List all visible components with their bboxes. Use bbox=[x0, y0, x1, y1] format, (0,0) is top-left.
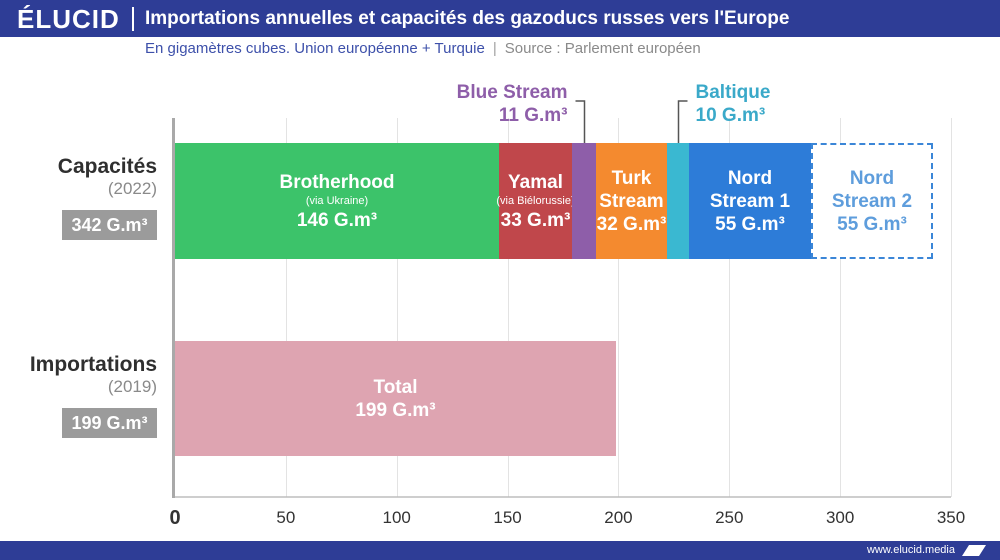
x-tick-label: 100 bbox=[382, 508, 411, 527]
segment-name: Brotherhood bbox=[279, 171, 395, 193]
x-tick-label: 300 bbox=[825, 508, 855, 527]
x-tick-label: 50 bbox=[276, 508, 296, 527]
bar-segment-label: Nord Stream 2 55 G.m³ bbox=[811, 143, 933, 259]
callout-label: Blue Stream 11 G.m³ bbox=[457, 81, 568, 127]
bar-segment bbox=[811, 143, 933, 259]
x-tick-label: 150 bbox=[493, 508, 522, 527]
segment-value: 32 G.m³ bbox=[596, 213, 667, 235]
segment-value: 55 G.m³ bbox=[715, 213, 785, 235]
segment-value: 55 G.m³ bbox=[837, 213, 907, 235]
row-category-label: Importations bbox=[29, 353, 157, 376]
segment-name: Nord Stream 1 bbox=[709, 167, 791, 212]
x-tick-label: 250 bbox=[715, 508, 744, 527]
bar-segment bbox=[175, 143, 499, 259]
segment-note: (via Biélorussie) bbox=[496, 194, 575, 207]
footer-bar: www.elucid.media bbox=[0, 541, 1000, 560]
bar-segment bbox=[596, 143, 667, 259]
row-period-label: (2019) bbox=[107, 377, 157, 396]
bar-segment-label: Nord Stream 1 55 G.m³ bbox=[689, 143, 811, 259]
segment-name: Baltique bbox=[695, 82, 771, 103]
segment-value: 199 G.m³ bbox=[355, 399, 436, 421]
segment-value: 11 G.m³ bbox=[498, 105, 568, 126]
x-tick-label: 0 bbox=[169, 507, 181, 529]
brand-mark-icon bbox=[962, 545, 986, 556]
row-period-label: (2022) bbox=[107, 179, 157, 198]
callout-label: Baltique 10 G.m³ bbox=[696, 81, 771, 127]
bar-segment bbox=[499, 143, 572, 259]
segment-note: (via Ukraine) bbox=[305, 194, 369, 207]
x-tick-label: 350 bbox=[936, 508, 966, 527]
subtitle-description: En gigamètres cubes. Union européenne + … bbox=[145, 40, 485, 57]
row-label-group: Importations (2019) 199 G.m³ bbox=[0, 353, 157, 438]
segment-name: Turk Stream bbox=[599, 167, 664, 212]
source-credit: Source : Parlement européen bbox=[504, 40, 701, 57]
segment-name: Blue Stream bbox=[456, 82, 568, 103]
x-tick-label: 200 bbox=[604, 508, 633, 527]
bar-segment bbox=[572, 143, 596, 259]
header-divider bbox=[132, 7, 134, 31]
chart-subtitle: En gigamètres cubes. Union européenne + … bbox=[145, 38, 701, 60]
callout-connector bbox=[677, 100, 688, 143]
row-category-label: Capacités bbox=[57, 155, 157, 178]
brand-logo: ÉLUCID bbox=[17, 4, 120, 34]
segment-name: Nord Stream 2 bbox=[831, 167, 913, 212]
bar-segment bbox=[175, 341, 616, 456]
bar-segment-label: Turk Stream 32 G.m³ bbox=[596, 143, 667, 259]
site-url: www.elucid.media bbox=[866, 544, 955, 556]
bar-segment-label: Total 199 G.m³ bbox=[175, 341, 616, 456]
row-total-badge: 342 G.m³ bbox=[62, 210, 157, 240]
subtitle-separator: | bbox=[492, 40, 497, 57]
header-bar: ÉLUCID Importations annuelles et capacit… bbox=[0, 0, 1000, 37]
chart-title: Importations annuelles et capacités des … bbox=[145, 8, 790, 29]
bar-segment bbox=[667, 143, 689, 259]
segment-value: 10 G.m³ bbox=[695, 105, 766, 126]
row-total-badge: 199 G.m³ bbox=[62, 408, 157, 438]
segment-value: 33 G.m³ bbox=[500, 209, 571, 231]
row-label-group: Capacités (2022) 342 G.m³ bbox=[0, 155, 157, 240]
bar-segment bbox=[689, 143, 811, 259]
segment-name: Yamal bbox=[508, 171, 563, 193]
bar-segment-label: Brotherhood (via Ukraine) 146 G.m³ bbox=[175, 143, 499, 259]
segment-value: 146 G.m³ bbox=[296, 209, 378, 231]
bar-segment-label: Yamal (via Biélorussie) 33 G.m³ bbox=[496, 143, 575, 259]
callout-connector bbox=[575, 100, 586, 143]
segment-name: Total bbox=[373, 376, 418, 398]
